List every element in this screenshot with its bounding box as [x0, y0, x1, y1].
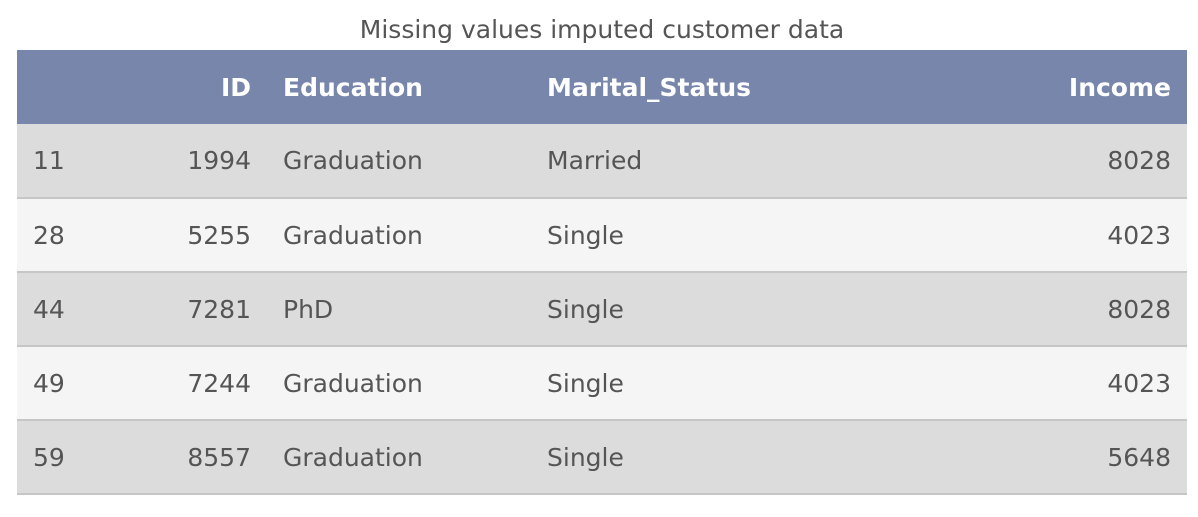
table-row: 11 1994 Graduation Married 8028: [17, 124, 1187, 198]
cell-marital-status: Single: [531, 197, 911, 272]
cell-marital-status: Single: [531, 345, 911, 420]
cell-education: Graduation: [267, 345, 531, 420]
header-marital-status: Marital_Status: [547, 72, 751, 102]
table-container: Missing values imputed customer data ID …: [17, 10, 1187, 495]
cell-income: 5648: [911, 419, 1187, 495]
table-row: 49 7244 Graduation Single 4023: [17, 345, 1187, 420]
cell-id: 5255: [87, 197, 267, 272]
header-income: Income: [1068, 72, 1171, 102]
cell-income: 4023: [911, 197, 1187, 272]
cell-index: 11: [33, 146, 65, 175]
header-index: [17, 50, 87, 124]
header-education: Education: [283, 72, 423, 102]
cell-income: 8028: [1107, 146, 1171, 175]
cell-marital-status: Married: [547, 146, 643, 175]
cell-id: 8557: [87, 419, 267, 495]
table-row: 28 5255 Graduation Single 4023: [17, 197, 1187, 272]
table-caption: Missing values imputed customer data: [359, 15, 845, 44]
cell-id: 7244: [87, 345, 267, 420]
cell-id: 7281: [87, 271, 267, 346]
cell-index: 44: [17, 271, 87, 346]
table-header-row: ID Education Marital_Status Income: [17, 50, 1187, 124]
table-row: 59 8557 Graduation Single 5648: [17, 419, 1187, 495]
cell-income: 4023: [911, 345, 1187, 420]
cell-index: 59: [17, 419, 87, 495]
customer-data-table: ID Education Marital_Status Income 11 19…: [17, 50, 1187, 495]
cell-education: Graduation: [283, 146, 423, 175]
cell-income: 8028: [911, 271, 1187, 346]
cell-index: 49: [17, 345, 87, 420]
cell-education: PhD: [267, 271, 531, 346]
header-id: ID: [220, 72, 251, 102]
cell-marital-status: Single: [531, 271, 911, 346]
cell-education: Graduation: [267, 197, 531, 272]
cell-id: 1994: [187, 146, 251, 175]
cell-education: Graduation: [267, 419, 531, 495]
cell-marital-status: Single: [531, 419, 911, 495]
table-row: 44 7281 PhD Single 8028: [17, 271, 1187, 346]
cell-index: 28: [17, 197, 87, 272]
